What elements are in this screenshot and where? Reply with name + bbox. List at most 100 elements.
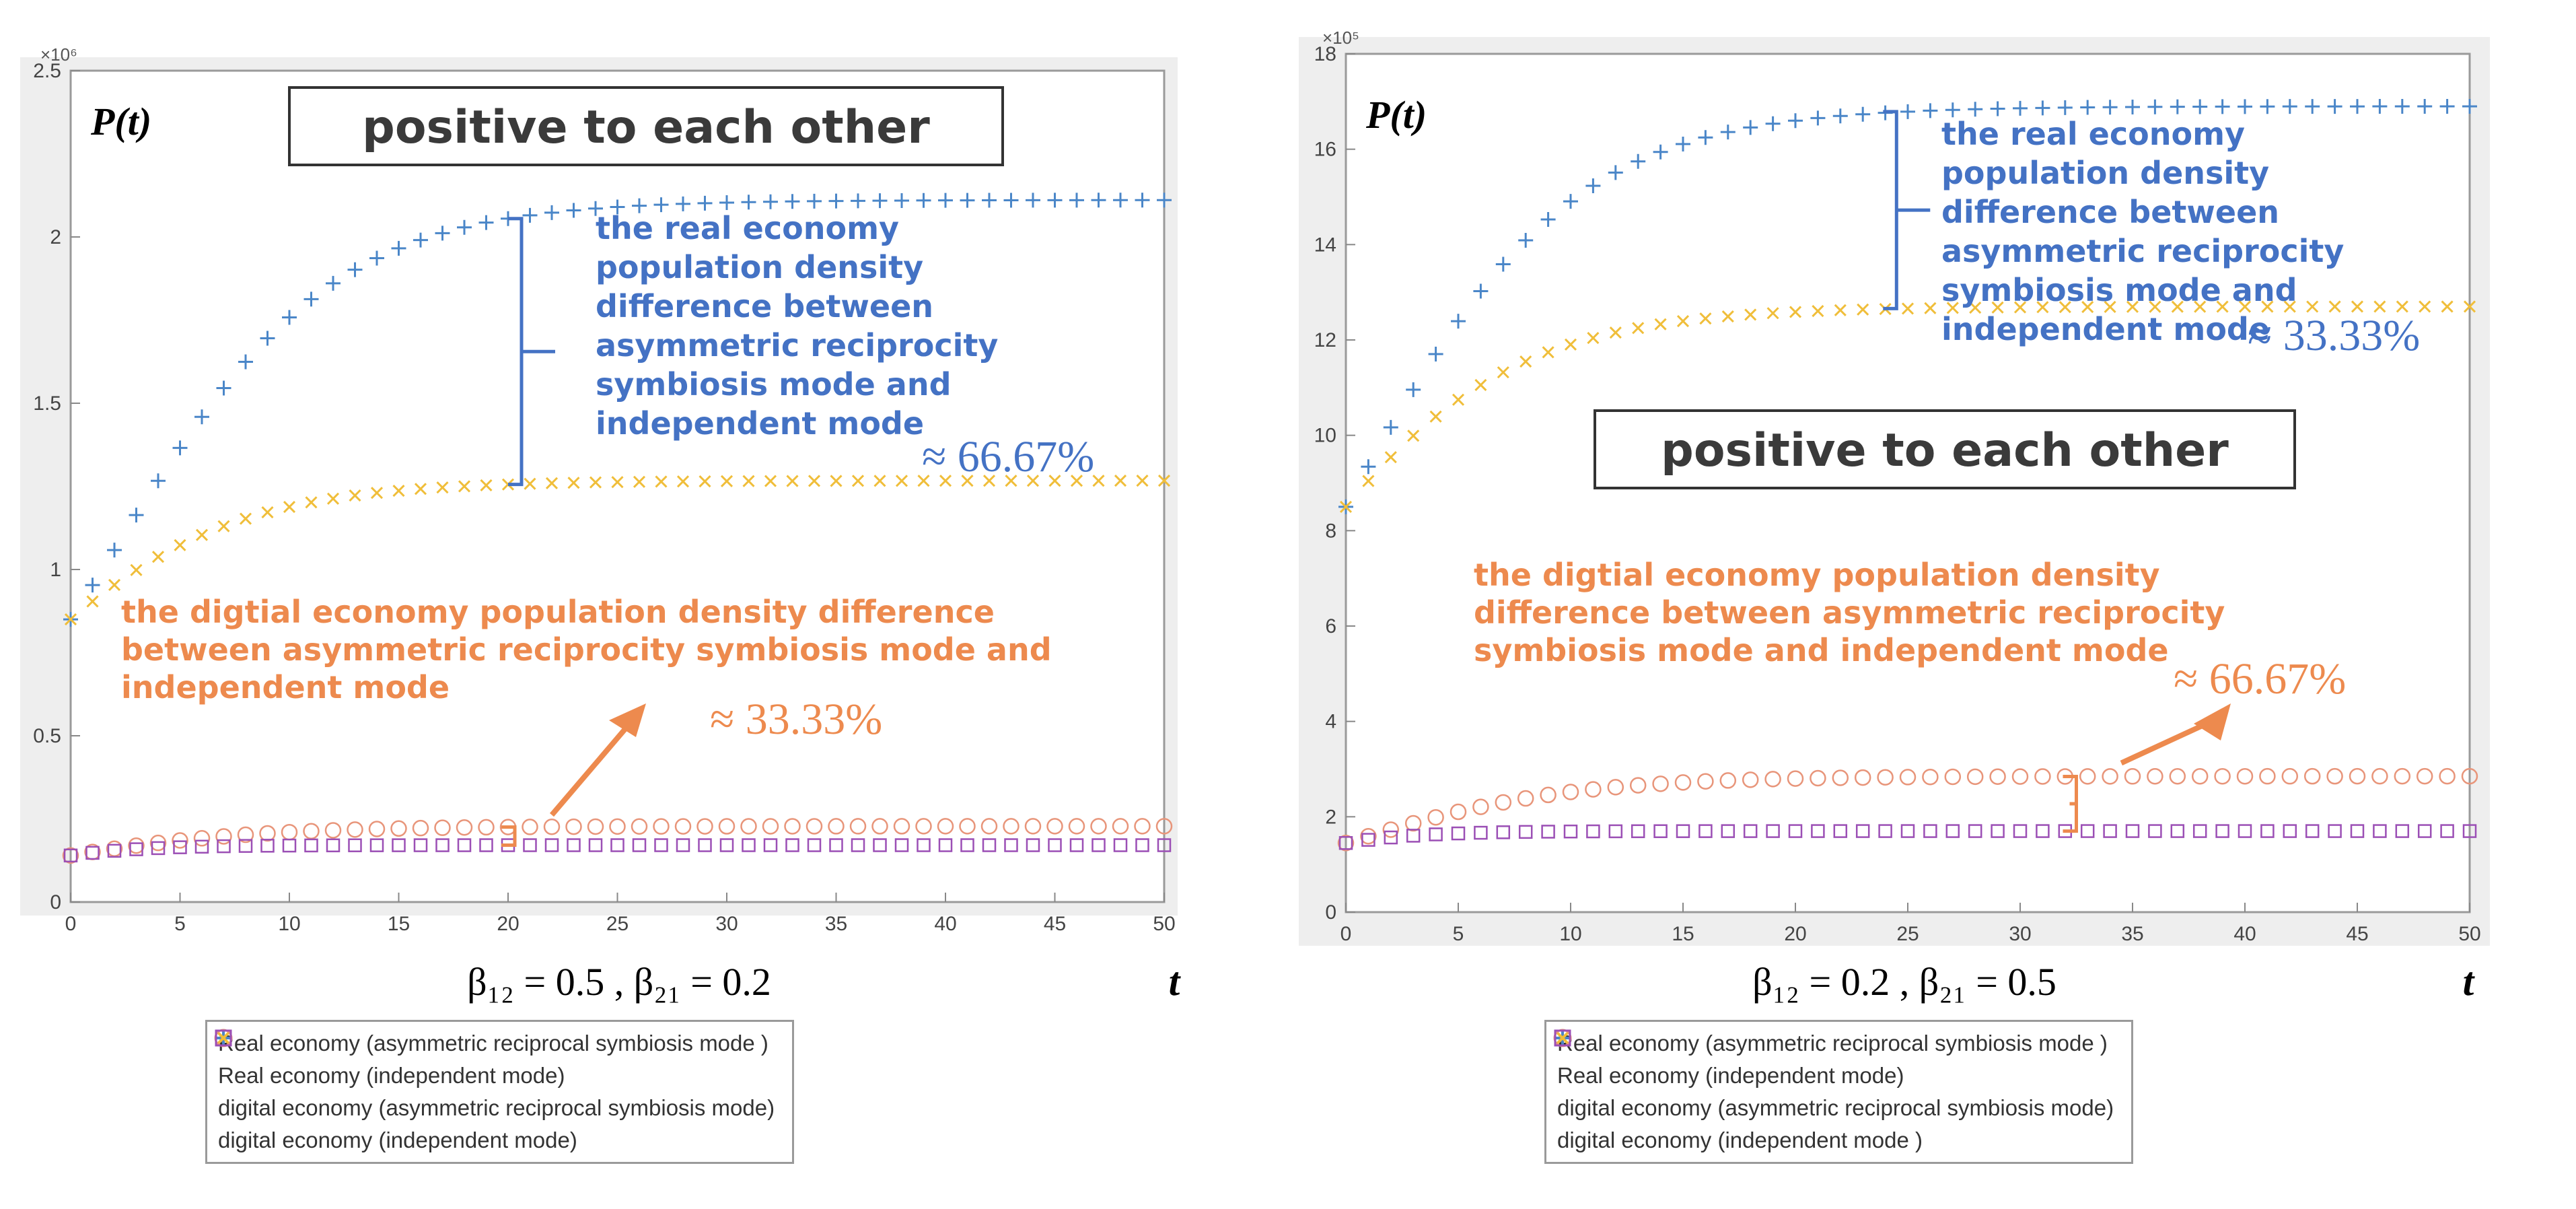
data-point-plus bbox=[697, 195, 713, 211]
data-point-cross bbox=[414, 483, 427, 495]
data-point-circle bbox=[1540, 786, 1557, 804]
data-point-plus bbox=[566, 203, 581, 218]
data-point-square bbox=[2440, 824, 2454, 838]
data-point-cross bbox=[2171, 300, 2184, 313]
data-point-square bbox=[1135, 838, 1149, 852]
y-tick-label: 1.5 bbox=[33, 392, 61, 415]
data-point-cross bbox=[764, 475, 777, 487]
data-point-plus bbox=[653, 197, 669, 213]
data-point-circle bbox=[390, 820, 407, 837]
legend: Real economy (asymmetric reciprocal symb… bbox=[1544, 1020, 2134, 1164]
data-point-square bbox=[1811, 824, 1825, 838]
data-point-circle bbox=[2124, 768, 2141, 785]
data-point-plus bbox=[828, 193, 844, 209]
data-point-plus bbox=[151, 473, 166, 489]
data-point-cross bbox=[2013, 301, 2027, 314]
data-point-cross bbox=[130, 563, 143, 576]
data-point-plus bbox=[763, 194, 778, 209]
data-point-cross bbox=[1632, 322, 1645, 335]
series-real_sym bbox=[63, 193, 1172, 627]
legend-label: digital economy (asymmetric reciprocal s… bbox=[1557, 1095, 2114, 1120]
data-point-plus bbox=[2238, 99, 2252, 114]
x-tick-label: 45 bbox=[1044, 913, 1066, 935]
legend-item: Real economy (independent mode) bbox=[216, 1031, 775, 1092]
y-tick-label: 1 bbox=[50, 559, 61, 581]
data-point-cross bbox=[217, 520, 230, 532]
data-point-square bbox=[1923, 824, 1937, 838]
data-point-square bbox=[1048, 838, 1062, 852]
data-point-square bbox=[326, 838, 341, 853]
y-tick-label: 10 bbox=[1314, 425, 1336, 447]
x-tick-label: 15 bbox=[1672, 923, 1694, 945]
data-point-plus bbox=[260, 331, 275, 346]
data-point-circle bbox=[1472, 798, 1489, 815]
data-point-square bbox=[107, 843, 122, 858]
data-point-plus bbox=[2282, 99, 2297, 114]
data-point-circle bbox=[2102, 768, 2118, 785]
annotation-group: the real economy population density differ… bbox=[1474, 110, 2420, 833]
data-point-cross bbox=[1048, 475, 1061, 487]
data-point-square bbox=[2305, 824, 2320, 838]
data-point-circle bbox=[2461, 767, 2478, 785]
data-point-square bbox=[1855, 824, 1870, 838]
annotation-arrow bbox=[2120, 718, 2215, 766]
data-point-circle bbox=[2371, 767, 2388, 785]
axes: 0 5 10 15 20 25 30 35 40 45 50 0 2 4 6 8 10 12 14 16 18 bbox=[1314, 43, 2481, 945]
data-point-circle bbox=[2214, 767, 2231, 785]
data-point-circle bbox=[1003, 818, 1019, 835]
data-point-cross bbox=[1699, 312, 1712, 325]
data-point-circle bbox=[1450, 803, 1467, 821]
cross-marker-icon bbox=[1555, 1031, 1570, 1045]
x-axis-label: t bbox=[2463, 959, 2476, 1004]
data-point-cross bbox=[1991, 301, 2004, 314]
y-axis-label: P(t) bbox=[1365, 93, 1427, 137]
data-point-cross bbox=[2441, 300, 2454, 313]
data-point-cross bbox=[1834, 304, 1847, 316]
data-point-plus bbox=[107, 543, 122, 558]
annotation-group: the real economy population density differ… bbox=[121, 210, 1094, 848]
data-point-plus bbox=[1091, 193, 1106, 208]
data-point-plus bbox=[1026, 193, 1040, 208]
data-point-circle bbox=[1046, 818, 1063, 835]
data-point-circle bbox=[980, 818, 998, 835]
x-axis-caption: β₁₂ = 0.2 , β₂₁ = 0.5 bbox=[1752, 960, 2056, 1004]
legend-item: digital economy (asymmetric reciprocal s… bbox=[1553, 1029, 2114, 1124]
data-point-circle bbox=[259, 825, 276, 842]
data-point-circle bbox=[2326, 767, 2343, 785]
legend-item: digital economy (asymmetric reciprocal s… bbox=[214, 1029, 775, 1124]
data-point-circle bbox=[1742, 771, 1759, 788]
data-point-square bbox=[457, 838, 472, 852]
data-point-circle bbox=[674, 818, 692, 835]
data-point-plus bbox=[2305, 99, 2320, 114]
chart-panel-left: the real economy population density differ… bbox=[0, 0, 1252, 1209]
data-point-circle bbox=[237, 826, 254, 843]
y-axis-label: P(t) bbox=[90, 100, 151, 143]
data-point-cross bbox=[2036, 301, 2049, 314]
data-point-cross bbox=[2373, 300, 2386, 313]
data-point-square bbox=[632, 838, 647, 852]
x-tick-label: 40 bbox=[2233, 923, 2256, 945]
data-point-plus bbox=[522, 207, 538, 223]
data-point-circle bbox=[2303, 767, 2321, 785]
chart-svg-left: the real economy population density differ… bbox=[20, 44, 1182, 1004]
data-point-circle bbox=[1155, 818, 1173, 835]
data-point-cross bbox=[349, 489, 361, 502]
data-point-circle bbox=[1585, 781, 1602, 798]
chart-title: positive to each other bbox=[1661, 424, 2229, 477]
data-point-circle bbox=[543, 818, 561, 835]
data-point-square bbox=[1631, 824, 1645, 839]
data-point-circle bbox=[1337, 835, 1355, 852]
data-point-cross bbox=[611, 476, 624, 489]
data-point-circle bbox=[1517, 790, 1534, 807]
data-point-plus bbox=[2394, 99, 2410, 114]
data-point-cross bbox=[1384, 451, 1397, 464]
data-point-cross bbox=[1676, 314, 1690, 328]
data-point-circle bbox=[2169, 767, 2186, 785]
data-point-circle bbox=[149, 834, 167, 852]
arrow-head-icon bbox=[609, 703, 646, 737]
data-point-plus bbox=[326, 275, 341, 291]
series-dig_sym bbox=[62, 818, 1173, 864]
y-tick-label: 2 bbox=[50, 226, 61, 248]
data-point-circle bbox=[172, 832, 188, 849]
data-point-square bbox=[544, 838, 559, 852]
